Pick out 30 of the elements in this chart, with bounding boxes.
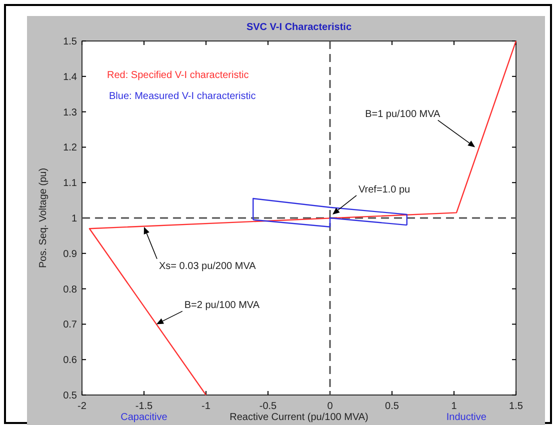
x-axis-title: Reactive Current (pu/100 MVA) — [230, 412, 368, 423]
annotation: Xs= 0.03 pu/200 MVA — [159, 260, 256, 272]
annotation: B=2 pu/100 MVA — [184, 300, 260, 312]
y-tick-label: 1.5 — [63, 36, 78, 48]
x-tick-label: 1 — [451, 401, 458, 412]
x-tick-label: 0.5 — [385, 401, 400, 412]
y-tick-label: 1.3 — [63, 107, 78, 118]
annotation: B=1 pu/100 MVA — [365, 109, 441, 120]
y-tick-label: 0.7 — [63, 320, 78, 331]
y-tick-label: 1.4 — [63, 72, 78, 83]
y-tick-label: 1.1 — [63, 178, 78, 190]
y-tick-label: 0.5 — [63, 390, 78, 402]
x-tick-label: -2 — [78, 401, 87, 412]
x-tick-label: -0.5 — [259, 401, 278, 412]
annotation: Blue: Measured V-I characteristic — [109, 91, 256, 102]
x-tick-label: -1.5 — [135, 401, 154, 412]
y-tick-label: 0.8 — [63, 284, 78, 296]
annotation: Vref=1.0 pu — [358, 184, 410, 196]
y-tick-label: 0.9 — [63, 248, 78, 260]
chart-title: SVC V-I Characteristic — [246, 22, 352, 33]
y-axis-title: Pos. Seq. Voltage (pu) — [38, 168, 49, 268]
y-tick-label: 1 — [71, 214, 78, 224]
x-tick-label: 0 — [327, 401, 334, 412]
text: Capacitive — [120, 412, 168, 423]
x-tick-label: -1 — [202, 401, 211, 412]
annotation: Red: Specified V-I characteristic — [107, 70, 249, 81]
text: Inductive — [446, 412, 487, 423]
y-tick-label: 0.6 — [63, 355, 78, 366]
x-tick-label: 1.5 — [509, 401, 524, 412]
y-tick-label: 1.2 — [63, 142, 78, 154]
